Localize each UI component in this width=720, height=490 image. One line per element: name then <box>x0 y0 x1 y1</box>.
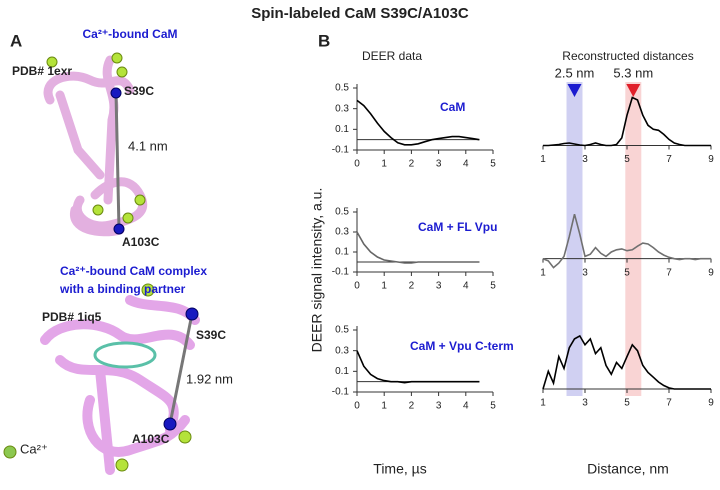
x-tick-label: 4 <box>463 281 469 292</box>
x-tick-label: 1 <box>381 401 387 412</box>
x-tick-label: 3 <box>582 154 588 165</box>
x-tick-label: 5 <box>490 401 496 412</box>
x-tick-label: 5 <box>490 159 496 170</box>
calcium-ions <box>3 52 192 472</box>
column-header: DEER data <box>362 49 422 63</box>
distance-label: 4.1 nm <box>128 138 168 153</box>
distance-band <box>566 82 583 396</box>
x-tick-label: 5 <box>490 281 496 292</box>
site-label: A103C <box>122 235 160 249</box>
y-tick-label: -0.1 <box>332 267 350 278</box>
x-tick-label: 9 <box>708 267 714 278</box>
site-label: S39C <box>124 84 154 98</box>
trace <box>543 96 711 147</box>
site-label: S39C <box>196 328 226 342</box>
y-tick-label: -0.1 <box>332 145 350 156</box>
panel-label: A <box>10 31 22 50</box>
partner-helix <box>93 341 157 369</box>
x-axis-label: Time, µs <box>373 461 426 477</box>
x-tick-label: 1 <box>540 267 546 278</box>
trace <box>356 99 480 146</box>
x-tick-label: 5 <box>624 267 630 278</box>
y-tick-label: 0.5 <box>335 83 349 94</box>
x-tick-label: 2 <box>409 159 415 170</box>
charts: 0 1 2 3 4 5 -0.1 0.1 0.3 0.5 CaM 0 1 2 3 4 5 -0.1 0.1 0.3 0.… <box>332 83 714 412</box>
y-tick-label: 0.3 <box>335 345 349 356</box>
trace-label: CaM + FL Vpu <box>418 220 497 234</box>
y-tick-label: 0.5 <box>335 325 349 336</box>
y-tick-label: 0.1 <box>335 247 349 258</box>
column-header: Reconstructed distances <box>562 49 693 63</box>
x-tick-label: 4 <box>463 401 469 412</box>
y-tick-label: -0.1 <box>332 387 350 398</box>
structure-bottom <box>40 295 200 475</box>
structure-title: with a binding partner <box>59 282 186 296</box>
y-tick-label: 0.5 <box>335 207 349 218</box>
x-tick-label: 2 <box>409 281 415 292</box>
y-tick-label: 0.3 <box>335 103 349 114</box>
ion-label: Ca²⁺ <box>20 441 48 456</box>
trace-label: CaM <box>440 100 465 114</box>
y-tick-label: 0.3 <box>335 227 349 238</box>
trace <box>356 231 480 264</box>
trace <box>542 213 711 269</box>
structure-title: Ca²⁺-bound CaM <box>83 27 178 41</box>
x-tick-label: 3 <box>436 401 442 412</box>
x-tick-label: 3 <box>436 159 442 170</box>
x-tick-label: 5 <box>624 154 630 165</box>
y-tick-label: 0.1 <box>335 366 349 377</box>
x-tick-label: 4 <box>463 159 469 170</box>
x-tick-label: 1 <box>540 398 546 409</box>
x-tick-label: 7 <box>666 267 672 278</box>
spin-distances <box>114 92 194 425</box>
distance-marker <box>626 84 641 97</box>
x-tick-label: 7 <box>666 398 672 409</box>
x-tick-label: 0 <box>354 401 360 412</box>
x-tick-label: 3 <box>582 398 588 409</box>
y-axis-label: DEER signal intensity, a.u. <box>309 188 325 353</box>
x-tick-label: 7 <box>666 154 672 165</box>
x-tick-label: 3 <box>582 267 588 278</box>
x-tick-label: 5 <box>624 398 630 409</box>
distance-label: 1.92 nm <box>186 371 233 386</box>
pdb-id: PDB# 1exr <box>12 64 72 78</box>
x-tick-label: 3 <box>436 281 442 292</box>
site-label: A103C <box>132 432 170 446</box>
distance-label: 2.5 nm <box>555 65 595 80</box>
distance-marker <box>567 84 582 97</box>
x-tick-label: 1 <box>540 154 546 165</box>
x-axis-label: Distance, nm <box>587 461 669 477</box>
x-tick-label: 9 <box>708 154 714 165</box>
x-tick-label: 0 <box>354 281 360 292</box>
distance-label: 5.3 nm <box>613 65 653 80</box>
spin-labels <box>110 87 199 431</box>
x-tick-label: 1 <box>381 159 387 170</box>
pdb-id: PDB# 1iq5 <box>42 310 102 324</box>
trace <box>356 350 480 384</box>
panel-label: B <box>318 31 330 50</box>
structure-title: Ca²⁺-bound CaM complex <box>60 264 207 278</box>
trace-label: CaM + Vpu C-term <box>410 339 514 353</box>
x-tick-label: 1 <box>381 281 387 292</box>
distance-band <box>625 82 642 396</box>
figure-title: Spin-labeled CaM S39C/A103C <box>251 5 469 22</box>
x-tick-label: 2 <box>409 401 415 412</box>
trace <box>542 334 711 390</box>
x-tick-label: 0 <box>354 159 360 170</box>
y-tick-label: 0.1 <box>335 124 349 135</box>
x-tick-label: 9 <box>708 398 714 409</box>
bands: 2.5 nm 5.3 nm <box>555 65 653 396</box>
